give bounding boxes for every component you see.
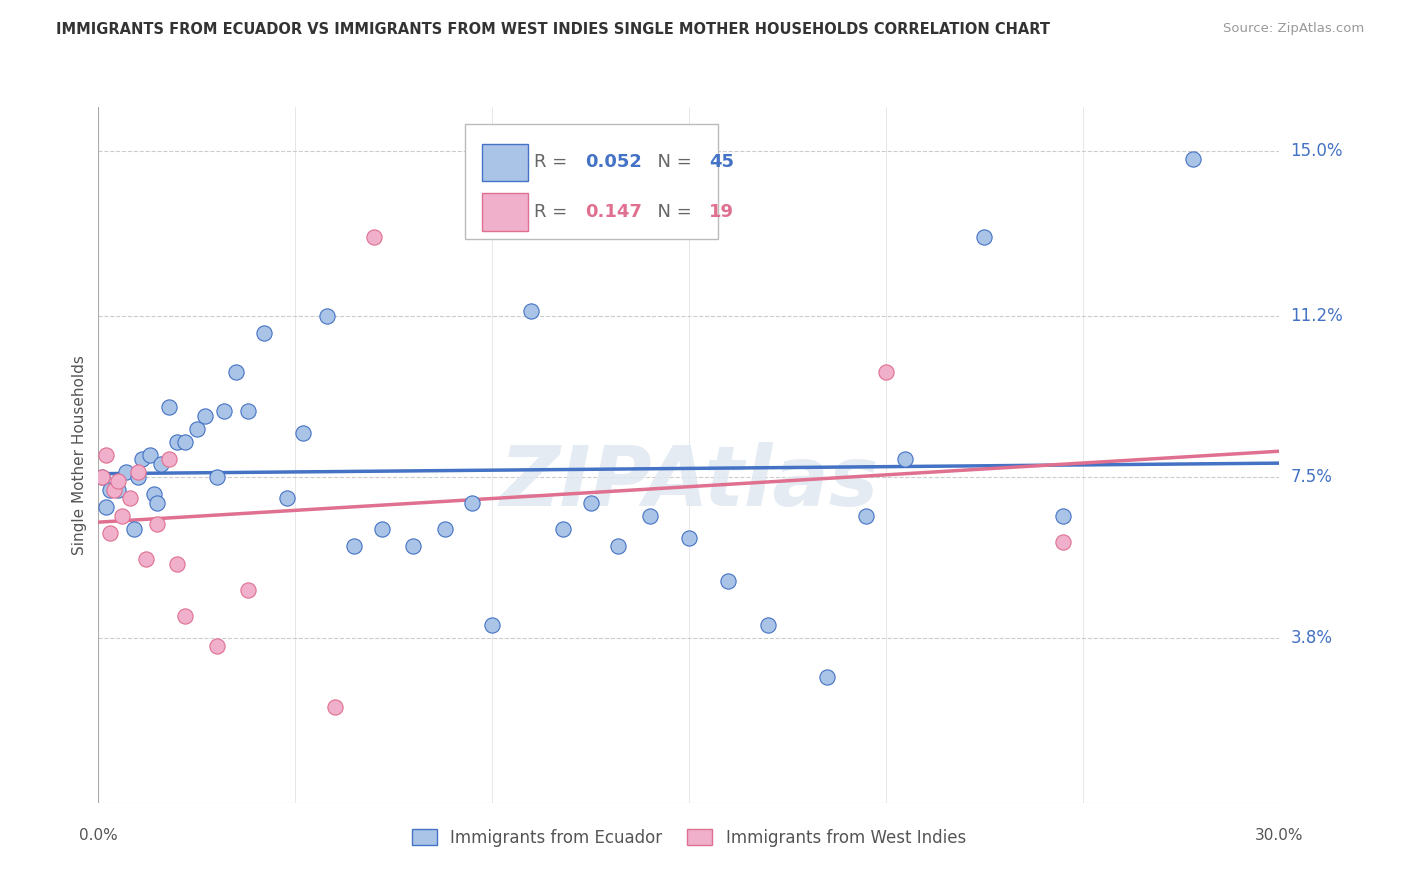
Text: 7.5%: 7.5% xyxy=(1291,467,1333,485)
Point xyxy=(131,452,153,467)
Point xyxy=(875,365,897,379)
Point xyxy=(1052,508,1074,523)
Text: 3.8%: 3.8% xyxy=(1291,629,1333,647)
Point xyxy=(107,474,129,488)
Point xyxy=(205,639,228,653)
Text: R =: R = xyxy=(534,153,574,171)
Point xyxy=(520,304,543,318)
FancyBboxPatch shape xyxy=(464,124,718,239)
Point xyxy=(166,434,188,449)
Point xyxy=(1181,152,1204,166)
Point xyxy=(96,500,118,514)
Point xyxy=(91,469,114,483)
Point xyxy=(607,539,630,553)
Legend: Immigrants from Ecuador, Immigrants from West Indies: Immigrants from Ecuador, Immigrants from… xyxy=(405,822,973,854)
Point xyxy=(363,230,385,244)
Point xyxy=(96,448,118,462)
Point xyxy=(150,457,173,471)
Point xyxy=(225,365,247,379)
Point xyxy=(127,466,149,480)
Point xyxy=(115,466,138,480)
Text: 11.2%: 11.2% xyxy=(1291,307,1343,325)
Point xyxy=(638,508,661,523)
Point xyxy=(186,422,208,436)
Point xyxy=(205,469,228,483)
Text: R =: R = xyxy=(534,203,574,221)
Point xyxy=(194,409,217,423)
Point xyxy=(98,526,121,541)
Point xyxy=(678,531,700,545)
Point xyxy=(98,483,121,497)
Text: 45: 45 xyxy=(709,153,734,171)
Point xyxy=(111,508,134,523)
Point xyxy=(756,617,779,632)
Point xyxy=(402,539,425,553)
Text: 0.0%: 0.0% xyxy=(79,828,118,843)
Point xyxy=(146,496,169,510)
Point xyxy=(236,404,259,418)
Point xyxy=(433,522,456,536)
Point xyxy=(894,452,917,467)
Text: 15.0%: 15.0% xyxy=(1291,142,1343,160)
Point xyxy=(461,496,484,510)
Point xyxy=(253,326,276,341)
Point xyxy=(717,574,740,588)
Text: 30.0%: 30.0% xyxy=(1256,828,1303,843)
Point xyxy=(371,522,394,536)
Point xyxy=(157,400,180,414)
Text: 0.052: 0.052 xyxy=(585,153,643,171)
Point xyxy=(276,491,298,506)
Point xyxy=(292,426,315,441)
Point xyxy=(323,700,346,714)
Point xyxy=(118,491,141,506)
Point xyxy=(122,522,145,536)
Point xyxy=(1052,535,1074,549)
Point xyxy=(146,517,169,532)
Point xyxy=(157,452,180,467)
Point xyxy=(343,539,366,553)
Text: N =: N = xyxy=(647,153,697,171)
Point xyxy=(481,617,503,632)
Point xyxy=(579,496,602,510)
Point xyxy=(91,469,114,483)
Point xyxy=(107,483,129,497)
Point xyxy=(973,230,995,244)
Text: 19: 19 xyxy=(709,203,734,221)
Point xyxy=(315,309,337,323)
Point xyxy=(103,483,125,497)
Point xyxy=(236,582,259,597)
Point xyxy=(815,670,838,684)
Point xyxy=(135,552,157,566)
Point xyxy=(138,448,160,462)
Point xyxy=(127,469,149,483)
Text: ZIPAtlas: ZIPAtlas xyxy=(499,442,879,524)
Point xyxy=(214,404,236,418)
Y-axis label: Single Mother Households: Single Mother Households xyxy=(72,355,87,555)
FancyBboxPatch shape xyxy=(482,144,529,181)
Point xyxy=(174,434,197,449)
FancyBboxPatch shape xyxy=(482,194,529,231)
Point xyxy=(166,557,188,571)
Point xyxy=(855,508,877,523)
Text: N =: N = xyxy=(647,203,697,221)
Point xyxy=(142,487,165,501)
Text: IMMIGRANTS FROM ECUADOR VS IMMIGRANTS FROM WEST INDIES SINGLE MOTHER HOUSEHOLDS : IMMIGRANTS FROM ECUADOR VS IMMIGRANTS FR… xyxy=(56,22,1050,37)
Text: Source: ZipAtlas.com: Source: ZipAtlas.com xyxy=(1223,22,1364,36)
Point xyxy=(174,608,197,623)
Point xyxy=(551,522,574,536)
Text: 0.147: 0.147 xyxy=(585,203,643,221)
